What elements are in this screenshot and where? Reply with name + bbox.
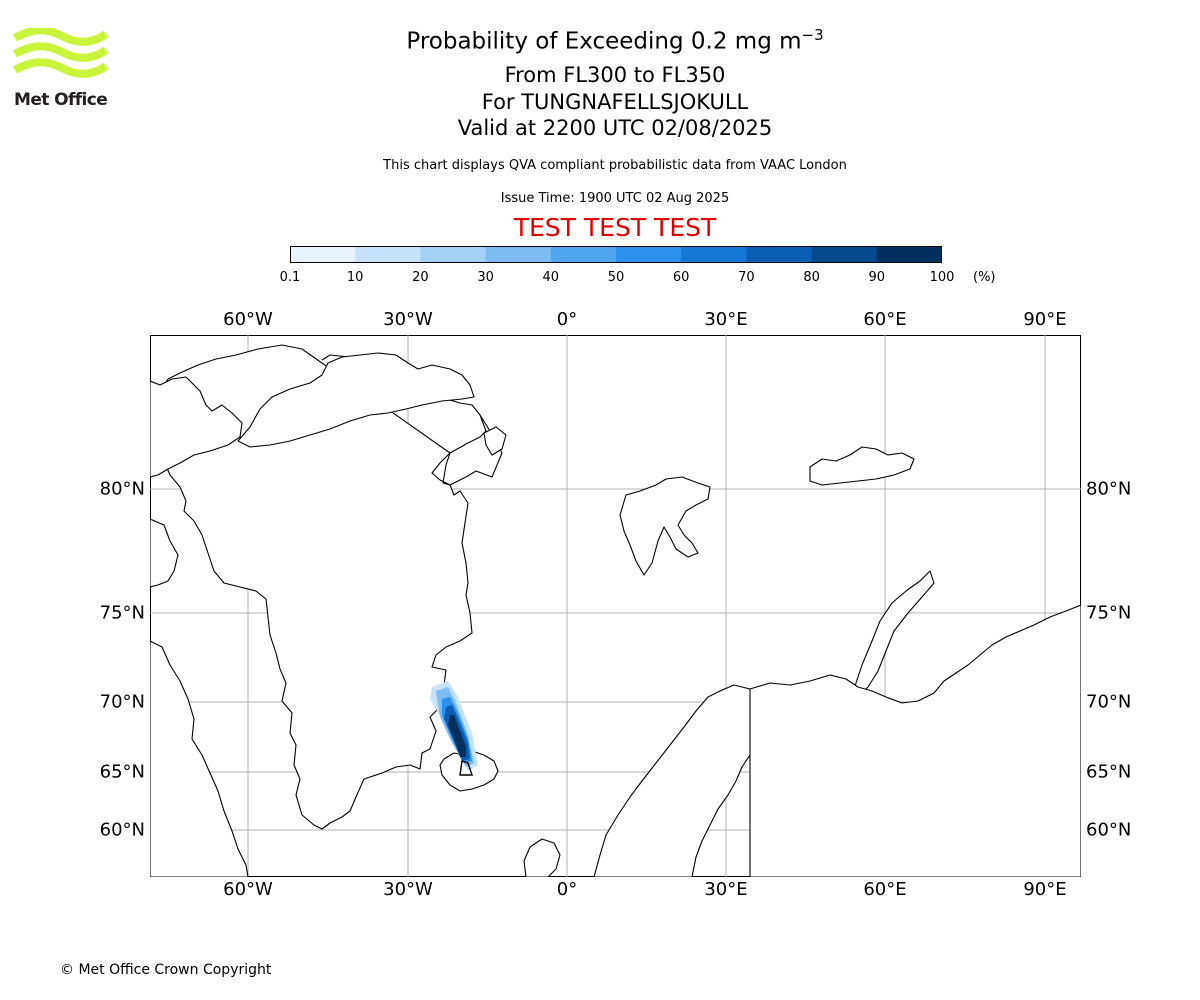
latitude-label: 60°N	[1086, 819, 1132, 841]
labrador-coastline	[150, 640, 249, 877]
latitude-label: 80°N	[99, 478, 145, 500]
longitude-label: 0°	[556, 879, 578, 900]
volcano-name: For TUNGNAFELLSJOKULL	[481, 90, 749, 114]
longitude-label: 60°W	[223, 309, 273, 330]
colorbar-swatch	[616, 246, 682, 263]
longitude-label: 30°E	[704, 879, 748, 900]
svalbard-coastline	[619, 476, 711, 576]
latitude-label: 60°N	[99, 819, 145, 841]
map-panel	[150, 335, 1081, 877]
colorbar-unit: (%)	[973, 270, 996, 285]
chart-subtitle: This chart displays QVA compliant probab…	[383, 158, 847, 173]
test-banner: TEST TEST TEST	[513, 213, 717, 242]
longitude-label: 60°E	[863, 309, 907, 330]
colorbar-swatch	[811, 246, 878, 263]
colorbar-tick-label: 30	[477, 270, 494, 285]
baffin-coastline	[150, 518, 179, 588]
longitude-label: 90°E	[1023, 309, 1067, 330]
colorbar-swatch	[420, 246, 487, 263]
latitude-label: 70°N	[99, 691, 145, 713]
britain-coastline	[523, 838, 561, 877]
colorbar-swatch	[876, 246, 942, 263]
colorbar-swatch	[355, 246, 421, 263]
flight-level-range: From FL300 to FL350	[504, 63, 726, 87]
chart-title-superscript: −3	[801, 26, 824, 44]
colorbar-tick-label: 50	[607, 270, 625, 285]
colorbar-swatch	[550, 246, 617, 263]
latitude-label: 80°N	[1086, 478, 1132, 500]
colorbar-tick-label: 40	[542, 270, 560, 285]
longitude-label: 60°E	[863, 879, 907, 900]
latitude-label: 65°N	[99, 761, 145, 783]
longitude-label: 0°	[556, 309, 578, 330]
probability-colorbar	[290, 246, 942, 263]
colorbar-swatch	[681, 246, 747, 263]
met-office-wave-icon	[12, 26, 109, 78]
longitude-label: 60°W	[223, 879, 273, 900]
colorbar-frame	[290, 246, 942, 263]
longitude-label: 30°W	[383, 879, 433, 900]
chart-title-main: Probability of Exceeding 0.2 mg m	[406, 28, 802, 55]
colorbar-tick-label: 70	[738, 270, 755, 285]
colorbar-tick-label: 20	[412, 270, 429, 285]
colorbar-tick-label: 80	[803, 270, 820, 285]
latitude-label: 75°N	[1086, 602, 1132, 624]
novaya-zemlya-coastline	[853, 570, 935, 696]
longitude-label: 90°E	[1023, 879, 1067, 900]
longitude-label: 30°E	[704, 309, 748, 330]
franz-josef-land-coastline	[809, 446, 915, 486]
copyright-notice: © Met Office Crown Copyright	[60, 962, 272, 978]
plume-band-90	[448, 715, 466, 757]
longitude-label: 30°W	[383, 309, 433, 330]
colorbar-swatch	[290, 246, 356, 263]
issue-time: Issue Time: 1900 UTC 02 Aug 2025	[500, 191, 730, 206]
latitude-label: 65°N	[1086, 761, 1132, 783]
latitude-label: 75°N	[99, 602, 145, 624]
valid-time: Valid at 2200 UTC 02/08/2025	[457, 116, 773, 140]
chart-title: Probability of Exceeding 0.2 mg m−3	[0, 26, 1200, 55]
colorbar-tick-label: 100	[929, 270, 955, 285]
latitude-label: 70°N	[1086, 691, 1132, 713]
ash-probability-plume	[430, 681, 478, 776]
colorbar-tick-label: 10	[346, 270, 364, 285]
colorbar-tick-label: 60	[672, 270, 690, 285]
colorbar-tick-label: 90	[868, 270, 886, 285]
met-office-logo: Met Office	[12, 26, 112, 114]
greenland-east-coast-tip	[483, 426, 507, 456]
colorbar-swatch	[746, 246, 813, 263]
volcano-source-marker	[459, 760, 473, 776]
coastlines	[150, 344, 1081, 877]
russia-north-coastline	[749, 604, 1081, 877]
colorbar-tick-label: 0.1	[279, 270, 301, 285]
logo-text: Met Office	[14, 90, 108, 110]
canada-coastline	[150, 376, 243, 478]
colorbar-swatch	[485, 246, 552, 263]
greenland-north-coastline	[237, 352, 475, 448]
